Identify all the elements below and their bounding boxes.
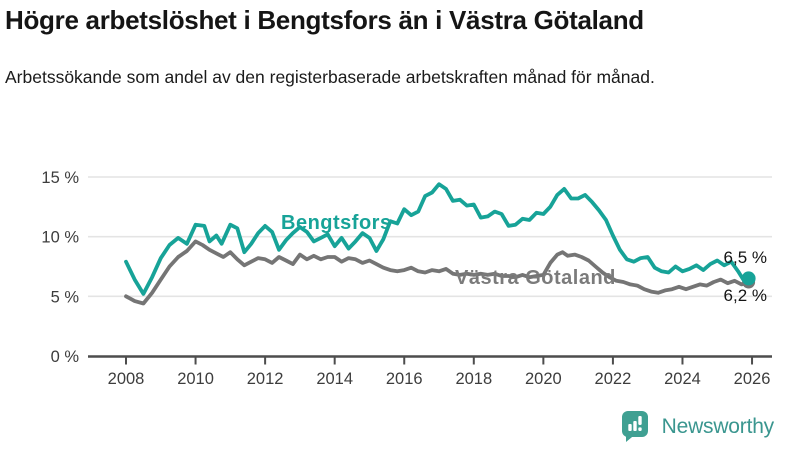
x-tick-label: 2016 (386, 370, 423, 388)
chart-title: Högre arbetslöshet i Bengtsfors än i Väs… (5, 5, 644, 35)
y-tick-label: 0 % (51, 348, 80, 366)
x-tick-label: 2008 (108, 370, 145, 388)
newsworthy-logo[interactable]: Newsworthy (621, 410, 774, 443)
grid-layer (88, 176, 772, 298)
x-tick-label: 2010 (177, 370, 214, 388)
series-line-bengtsfors (124, 182, 751, 296)
end-value-label-vastra-gotaland: 6,2 % (724, 286, 767, 305)
newsworthy-wordmark: Newsworthy (661, 414, 775, 438)
series-label-vastra-gotaland: Västra Götaland (455, 267, 616, 289)
series-line-vastra-gotaland (124, 239, 751, 306)
end-value-label-bengtsfors: 6,5 % (724, 248, 767, 267)
chart-subtitle: Arbetssökande som andel av den registerb… (5, 67, 655, 87)
x-tick-label: 2026 (734, 370, 771, 388)
x-tick-label: 2024 (664, 370, 701, 388)
x-tick-label: 2014 (316, 370, 353, 388)
x-tick-label: 2012 (247, 370, 284, 388)
y-tick-label: 10 % (41, 229, 79, 247)
axis-layer: 0 % 5 % 10 % 15 % 2008 2010 2012 2014 2016 2018 20… (41, 169, 772, 388)
y-tick-label: 5 % (51, 288, 80, 306)
x-tick-label: 2018 (455, 370, 492, 388)
x-tick-label: 2020 (525, 370, 562, 388)
series-end-dot-bengtsfors (741, 271, 756, 286)
x-tick-label: 2022 (595, 370, 632, 388)
y-tick-label: 15 % (41, 169, 79, 187)
series-label-bengtsfors: Bengtsfors (281, 212, 392, 234)
newsworthy-logo-icon (621, 411, 648, 442)
series-layer (124, 182, 756, 306)
